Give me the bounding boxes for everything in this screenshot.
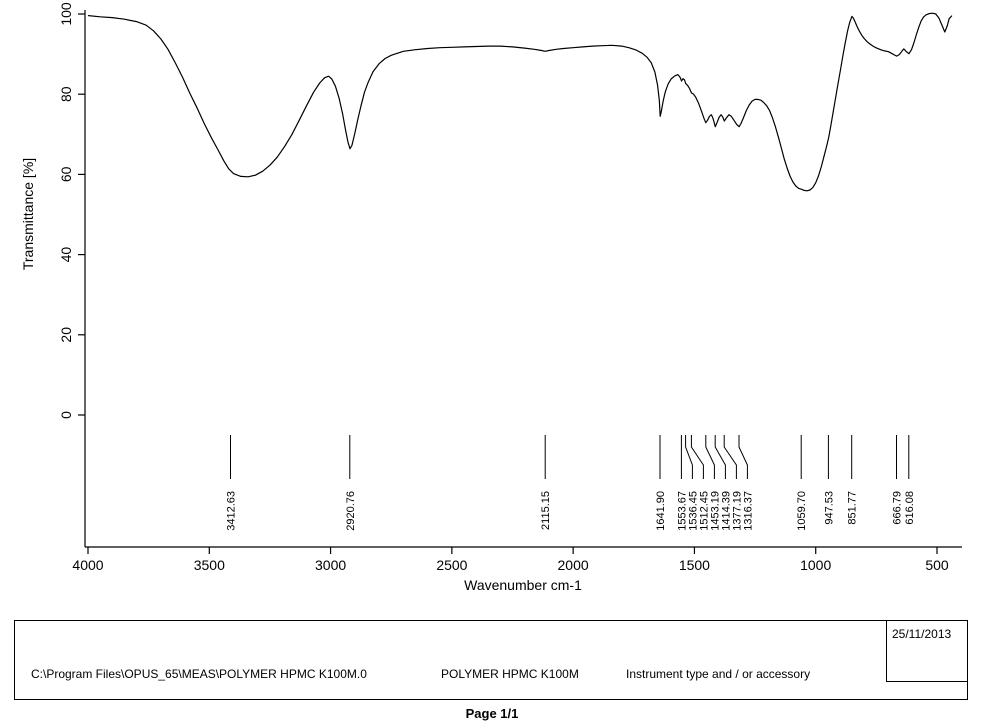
instrument-type-label: Instrument type and / or accessory bbox=[626, 667, 811, 681]
peak-label: 851.77 bbox=[847, 491, 859, 525]
x-tick-label: 1500 bbox=[679, 557, 710, 573]
peak-label: 1512.45 bbox=[698, 491, 710, 531]
peak-line bbox=[685, 435, 693, 479]
peak-line bbox=[723, 435, 737, 479]
peak-label: 1453.19 bbox=[709, 491, 721, 531]
peak-label: 1059.70 bbox=[796, 491, 808, 531]
axes bbox=[78, 10, 962, 554]
peak-label: 1377.19 bbox=[731, 491, 743, 531]
peak-label: 1553.67 bbox=[676, 491, 688, 531]
peak-label: 1316.37 bbox=[742, 491, 754, 531]
peak-label: 947.53 bbox=[823, 491, 835, 525]
tick-labels: 0 20 40 60 80 100 4000 3500 3000 2500 2000 1500 1000… bbox=[58, 2, 949, 573]
peak-line bbox=[690, 435, 704, 479]
peak-label: 1536.45 bbox=[687, 491, 699, 531]
spectrum-curve bbox=[87, 12, 953, 192]
file-path: C:\Program Files\OPUS_65\MEAS\POLYMER HP… bbox=[31, 667, 367, 681]
x-tick-label: 3000 bbox=[315, 557, 346, 573]
spectrum-chart: Wavenumber cm-1 Transmittance [%] 0 20 40 6… bbox=[20, 2, 962, 593]
x-tick-label: 2000 bbox=[558, 557, 589, 573]
y-axis-title: Transmittance [%] bbox=[20, 158, 36, 270]
x-tick-label: 2500 bbox=[436, 557, 467, 573]
y-tick-label: 20 bbox=[58, 327, 74, 343]
peak-line bbox=[714, 435, 726, 479]
y-tick-label: 40 bbox=[58, 247, 74, 263]
y-tick-label: 60 bbox=[58, 166, 74, 182]
peak-label: 666.79 bbox=[892, 491, 904, 525]
peak-label: 1641.90 bbox=[655, 491, 667, 531]
y-tick-label: 80 bbox=[58, 86, 74, 102]
date-box: 25/11/2013 bbox=[886, 620, 968, 682]
peak-labels: 3412.63 2920.76 2115.15 1641.90 1553.67 1536.… bbox=[226, 491, 916, 531]
footer-box: C:\Program Files\OPUS_65\MEAS\POLYMER HP… bbox=[14, 620, 968, 700]
y-tick-label: 0 bbox=[58, 411, 74, 419]
x-tick-label: 3500 bbox=[194, 557, 225, 573]
x-tick-label: 500 bbox=[925, 557, 949, 573]
report-date: 25/11/2013 bbox=[892, 627, 952, 641]
peak-line bbox=[705, 435, 715, 479]
peak-label: 616.08 bbox=[904, 491, 916, 525]
peak-label: 1414.39 bbox=[720, 491, 732, 531]
peak-label: 3412.63 bbox=[226, 491, 238, 531]
x-axis-title: Wavenumber cm-1 bbox=[464, 577, 582, 593]
peak-label: 2115.15 bbox=[540, 491, 552, 530]
peak-annotations bbox=[230, 435, 910, 479]
x-tick-label: 4000 bbox=[72, 557, 103, 573]
peak-label: 2920.76 bbox=[345, 491, 357, 531]
sample-name: POLYMER HPMC K100M bbox=[441, 667, 579, 681]
x-tick-label: 1000 bbox=[800, 557, 831, 573]
peak-line bbox=[738, 435, 748, 479]
y-tick-label: 100 bbox=[58, 2, 74, 26]
page-number-label: Page 1/1 bbox=[465, 706, 519, 721]
